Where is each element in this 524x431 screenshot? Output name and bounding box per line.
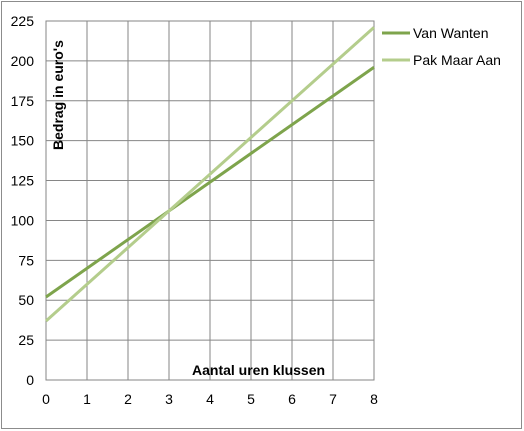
x-tick-label: 1 <box>83 391 91 407</box>
series-lines <box>44 26 376 323</box>
x-tick-label: 0 <box>42 391 50 407</box>
y-tick-label: 50 <box>18 292 34 308</box>
legend-label-pak-maar-aan: Pak Maar Aan <box>413 52 501 68</box>
y-tick-label: 100 <box>11 212 35 228</box>
x-tick-label: 3 <box>165 391 173 407</box>
y-axis-label: Bedrag in euro's <box>50 40 66 150</box>
x-tick-label: 8 <box>370 391 378 407</box>
y-tick-label: 125 <box>11 173 35 189</box>
x-tick-label: 7 <box>329 391 337 407</box>
x-tick-labels: 0 1 2 3 4 5 6 7 8 <box>42 391 378 407</box>
legend-label-van-wanten: Van Wanten <box>413 25 489 41</box>
series-line-pak-maar-aan <box>44 26 376 323</box>
y-tick-label: 0 <box>26 372 34 388</box>
x-tick-label: 2 <box>124 391 132 407</box>
x-tick-label: 5 <box>247 391 255 407</box>
y-tick-label: 200 <box>11 53 35 69</box>
legend: Van Wanten Pak Maar Aan <box>382 25 501 68</box>
x-tick-label: 6 <box>288 391 296 407</box>
y-tick-label: 175 <box>11 93 35 109</box>
y-tick-label: 25 <box>18 332 34 348</box>
x-tick-label: 4 <box>206 391 214 407</box>
y-tick-label: 150 <box>11 133 35 149</box>
y-tick-label: 225 <box>11 13 35 29</box>
series-line-van-wanten <box>45 66 375 299</box>
y-tick-label: 75 <box>18 252 34 268</box>
y-tick-labels: 0 25 50 75 100 125 150 175 200 225 <box>11 13 35 388</box>
x-axis-label: Aantal uren klussen <box>192 362 325 378</box>
gridlines <box>45 20 375 381</box>
